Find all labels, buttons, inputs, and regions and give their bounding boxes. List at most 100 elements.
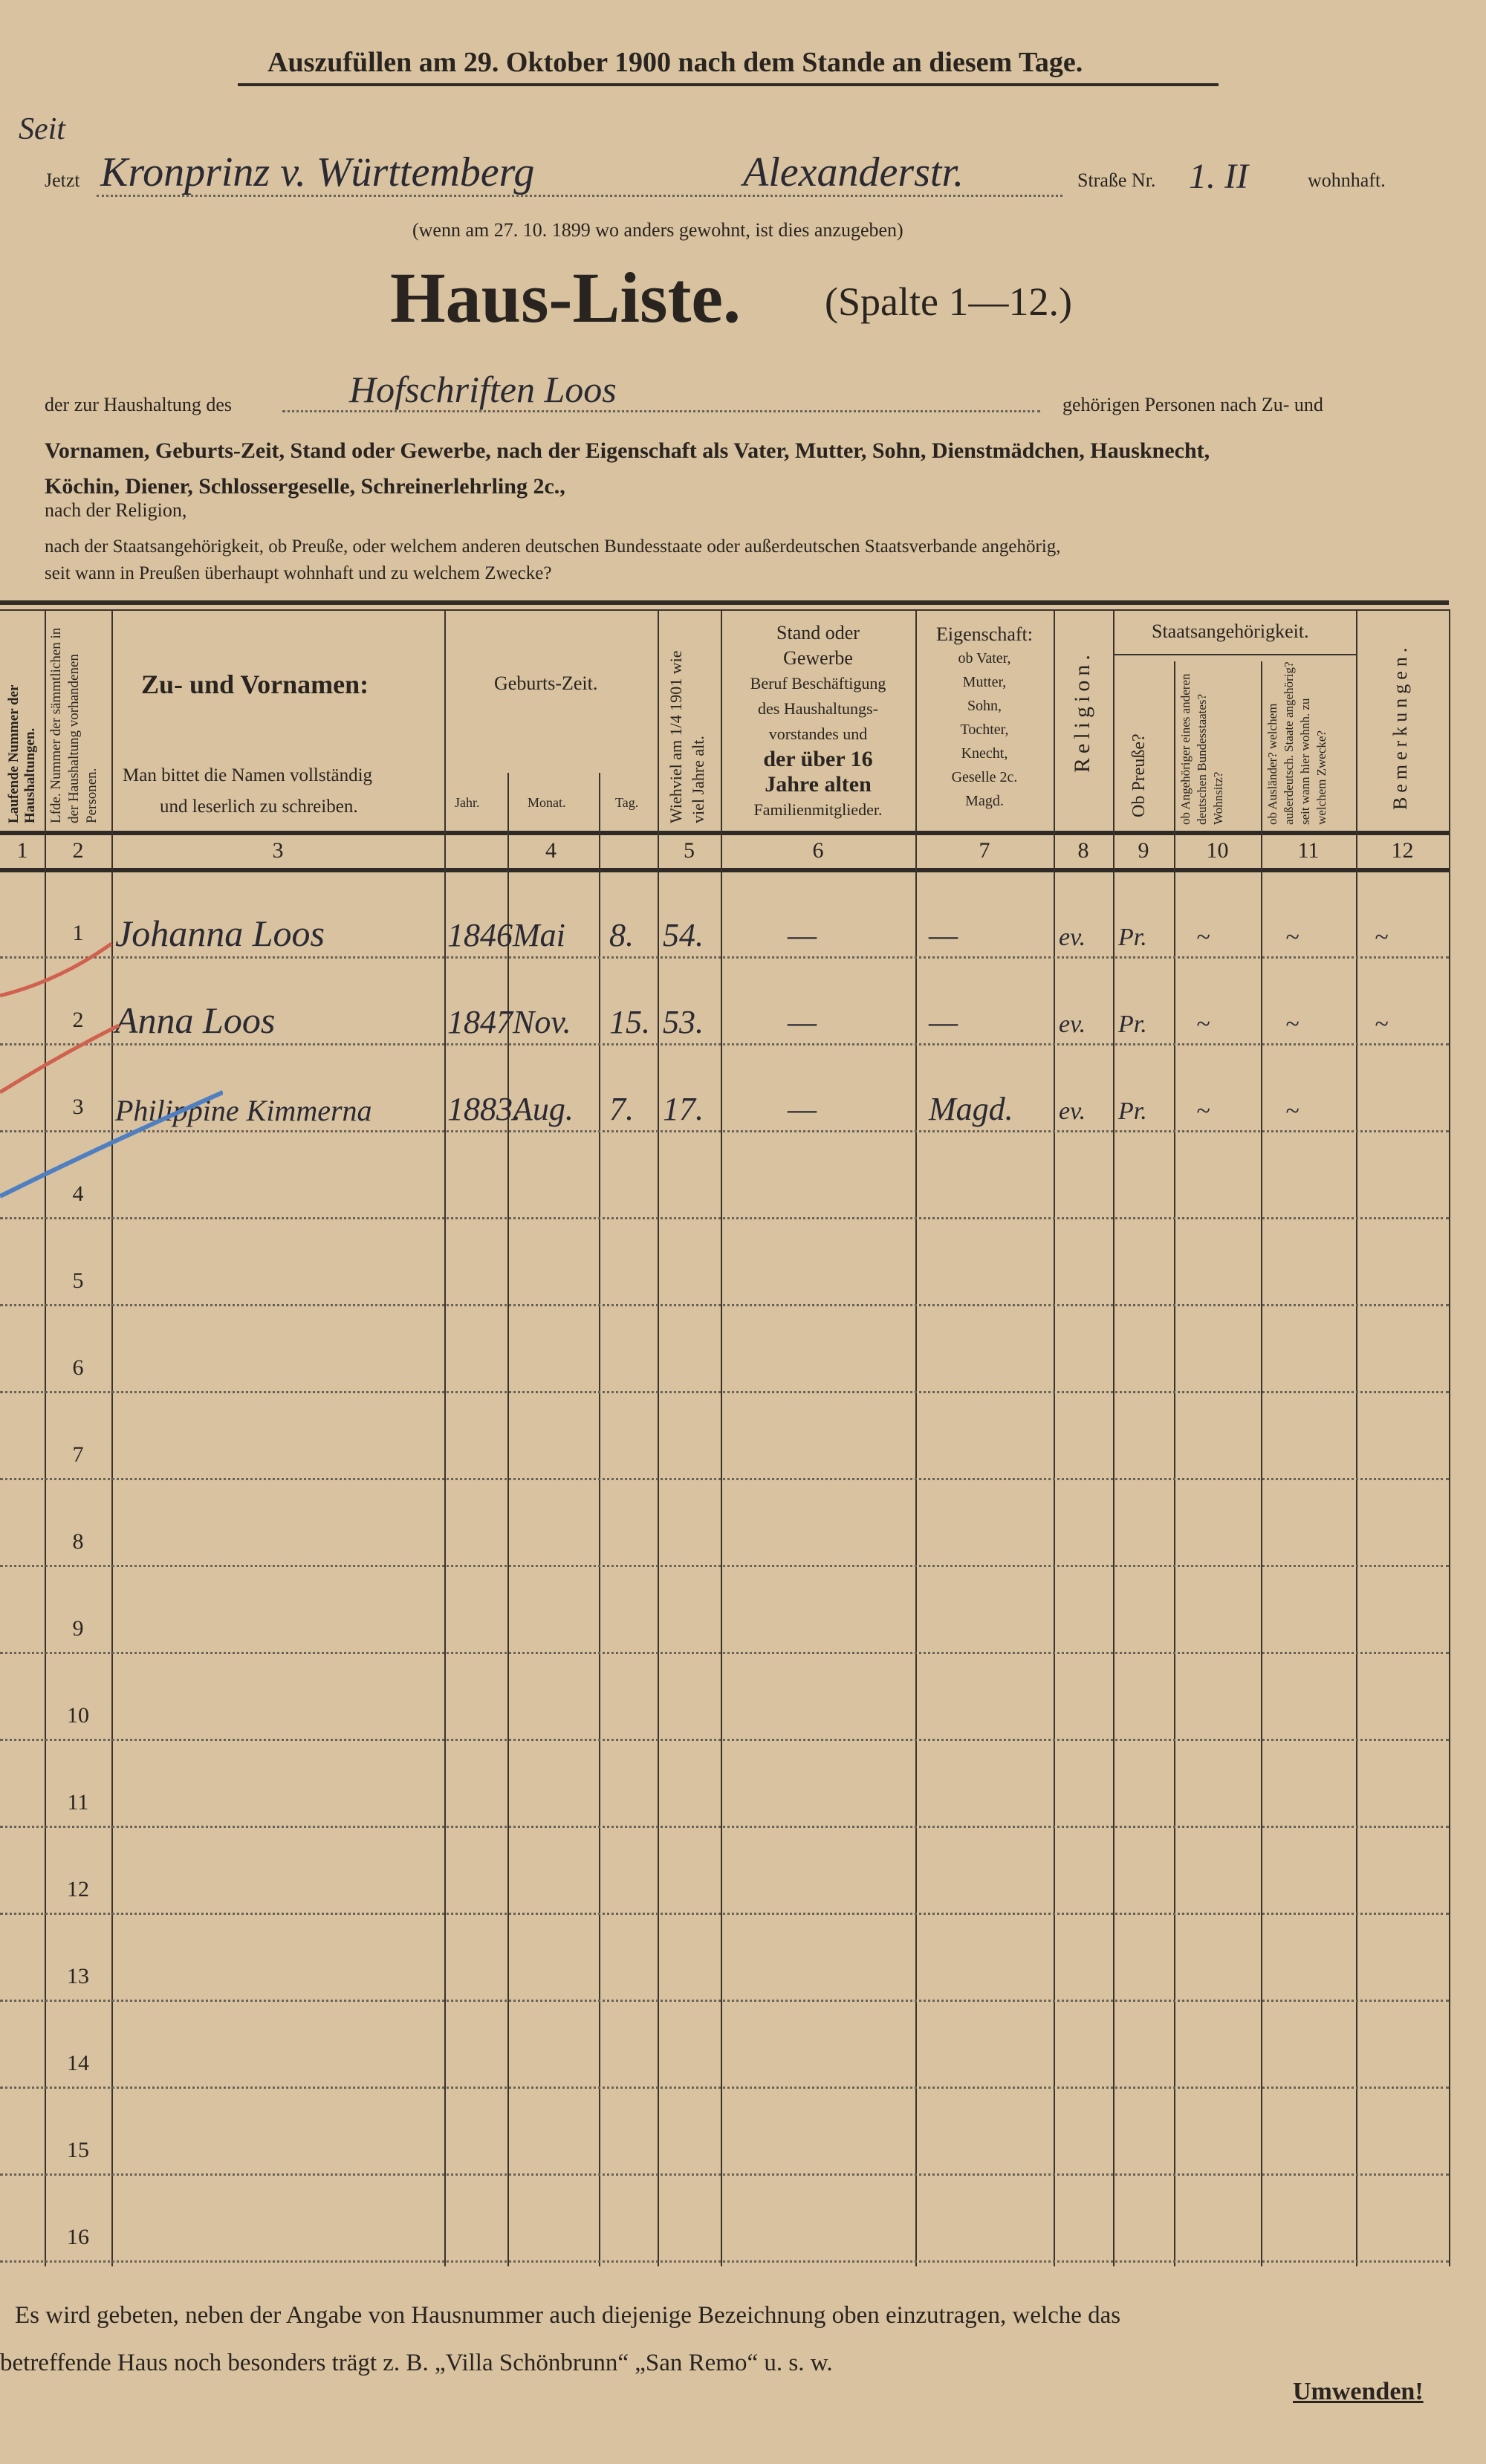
column-rule: [915, 609, 917, 2266]
column-rule: [111, 609, 113, 2266]
instruction-heading: Auszufüllen am 29. Oktober 1900 nach dem…: [267, 47, 1083, 78]
jetzt-correction: Seit: [19, 112, 65, 146]
col7-line: Sohn,: [967, 698, 1002, 714]
blue-pencil-stroke: [0, 1090, 223, 1199]
row-number: 11: [67, 1790, 89, 1815]
col6-line: Gewerbe: [783, 647, 853, 669]
jetzt-label: Jetzt: [45, 169, 80, 191]
col4-day: Tag.: [615, 795, 639, 810]
row-number: 13: [67, 1964, 89, 1988]
col4-header: Geburts-Zeit.: [494, 672, 598, 694]
row-number: 12: [67, 1877, 89, 1902]
col6-line: Stand oder: [776, 622, 860, 643]
col3-header: Zu- und Vornamen:: [141, 670, 369, 699]
row-line: [0, 2087, 1449, 2089]
column-number: 8: [1077, 838, 1089, 863]
cell-c12: ~: [1375, 924, 1389, 951]
column-number: 7: [979, 838, 990, 863]
column-number: 9: [1138, 838, 1149, 863]
address-line: [97, 195, 1062, 197]
col7-line: Eigenschaft:: [936, 623, 1033, 645]
cell-alter: 54.: [663, 917, 704, 953]
title-columns: (Spalte 1—12.): [825, 279, 1072, 324]
description-line-3: nach der Religion,: [45, 499, 187, 521]
staats-rule: [1113, 654, 1356, 655]
column-rule: [1054, 609, 1055, 2266]
household-value: Hofschriften Loos: [349, 369, 617, 410]
column-number: 3: [272, 838, 284, 863]
col7-line: Knecht,: [961, 745, 1008, 762]
cell-monat: Mai: [513, 917, 565, 953]
cell-eigenschaft: Magd.: [929, 1091, 1013, 1127]
row-number: 5: [72, 1268, 84, 1293]
row-line: [0, 1130, 1449, 1132]
row-line: [0, 1739, 1449, 1741]
row-line: [0, 2260, 1449, 2263]
row-line: [0, 1304, 1449, 1306]
row-number: 14: [67, 2051, 89, 2075]
cell-stand: —: [788, 1091, 817, 1127]
instruction-underline: [238, 83, 1219, 86]
column-rule: [721, 609, 722, 2266]
col4-year: Jahr.: [455, 795, 480, 810]
col6-line: des Haushaltungs-: [758, 699, 878, 718]
col6-line: Jahre alten: [765, 772, 872, 797]
red-pencil-stroke: [0, 1023, 120, 1095]
row-line: [0, 956, 1449, 959]
column-rule: [444, 609, 446, 2266]
household-suffix: gehörigen Personen nach Zu- und: [1062, 394, 1323, 415]
col5-header: Wiehviel am 1/4 1901 wie viel Jahre alt.: [666, 650, 707, 823]
house-number-value: 1. II: [1189, 157, 1248, 196]
turn-over-note: Umwenden!: [1293, 2378, 1424, 2405]
col4-month: Monat.: [528, 795, 566, 810]
cell-religion: ev.: [1059, 924, 1086, 951]
row-line: [0, 1652, 1449, 1654]
col7-header: Eigenschaft: ob Vater, Mutter, Sohn, Toc…: [915, 623, 1054, 813]
column-number: 10: [1206, 838, 1229, 863]
description-line-5: seit wann in Preußen überhaupt wohnhaft …: [45, 563, 552, 583]
column-rule: [599, 773, 600, 2266]
cell-monat: Aug.: [513, 1091, 574, 1127]
cell-alter: 17.: [663, 1091, 704, 1127]
pencil-marks: [0, 941, 223, 1199]
cell-monat: Nov.: [513, 1004, 571, 1040]
staatsangehoerigkeit-header: Staatsangehörigkeit.: [1152, 620, 1309, 642]
cell-name: Johanna Loos: [115, 912, 325, 954]
row-line: [0, 2000, 1449, 2002]
col7-line: Geselle 2c.: [951, 769, 1018, 785]
cell-tag: 8.: [609, 917, 634, 953]
cell-religion: ev.: [1059, 1011, 1086, 1038]
cell-c11: ~: [1285, 924, 1300, 951]
street-value: Alexanderstr.: [743, 149, 964, 195]
column-number: 11: [1297, 838, 1320, 863]
row-number: 6: [72, 1355, 84, 1380]
footer-note-line-1: Es wird gebeten, neben der Angabe von Ha…: [15, 2302, 1121, 2329]
cell-eigenschaft: —: [929, 1004, 958, 1040]
row-number: 8: [72, 1529, 84, 1554]
cell-jahr: 1846: [447, 917, 513, 953]
row-number: 15: [67, 2138, 89, 2162]
col6-line: Beruf Beschäftigung: [750, 674, 886, 693]
cell-c10: ~: [1196, 924, 1210, 951]
cell-preusse: Pr.: [1118, 924, 1147, 951]
address-value: Kronprinz v. Württemberg: [100, 149, 535, 195]
cell-jahr: 1847: [447, 1004, 513, 1040]
cell-name: Anna Loos: [115, 999, 276, 1041]
col7-line: Tochter,: [960, 722, 1009, 738]
cell-eigenschaft: —: [929, 917, 958, 953]
cell-tag: 15.: [609, 1004, 650, 1040]
cell-stand: —: [788, 917, 817, 953]
row-number: 10: [67, 1703, 89, 1728]
cell-c10: ~: [1196, 1098, 1210, 1125]
header-bottom-rule: [0, 831, 1449, 835]
col2-header: Lfde. Nummer der sämmtlichen in der Haus…: [48, 627, 100, 823]
col6-header: Stand oder Gewerbe Beruf Beschäftigung d…: [721, 620, 915, 823]
row-line: [0, 1565, 1449, 1567]
cell-stand: —: [788, 1004, 817, 1040]
column-rule: [45, 609, 46, 2266]
cell-c10: ~: [1196, 1011, 1210, 1038]
page-title: Haus-Liste.: [390, 258, 742, 337]
column-number: 4: [545, 838, 557, 863]
cell-preusse: Pr.: [1118, 1011, 1147, 1038]
description-line-4: nach der Staatsangehörigkeit, ob Preuße,…: [45, 536, 1061, 557]
